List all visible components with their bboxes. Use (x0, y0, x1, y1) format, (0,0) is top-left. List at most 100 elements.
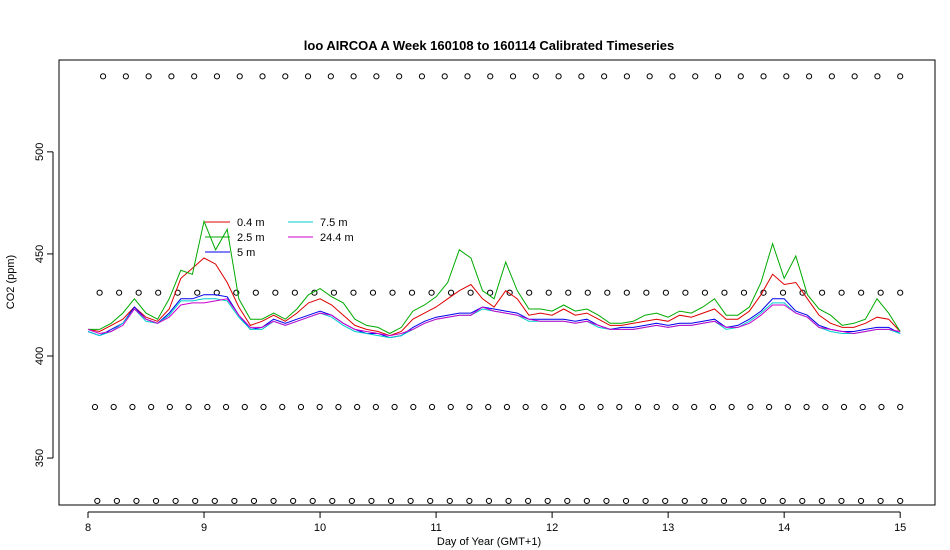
reference-point (653, 403, 660, 411)
reference-point (233, 289, 240, 296)
reference-point (91, 403, 99, 411)
reference-point (135, 289, 142, 296)
reference-point (701, 289, 709, 296)
reference-point (290, 497, 297, 505)
reference-point (728, 403, 735, 411)
reference-point (391, 403, 398, 411)
reference-point (662, 497, 669, 505)
reference-point (858, 289, 865, 296)
reference-point (541, 403, 548, 411)
reference-point (410, 403, 417, 411)
reference-point (784, 403, 791, 411)
reference-point (564, 497, 571, 505)
reference-point (260, 403, 267, 411)
y-axis: 350 400 450 500 (34, 143, 54, 467)
reference-point (129, 403, 136, 411)
reference-point (155, 289, 162, 296)
reference-point (555, 73, 562, 80)
legend-label: 5 m (237, 247, 255, 259)
y-tick-label: 400 (34, 347, 46, 365)
reference-point (329, 497, 336, 505)
reference-point (487, 289, 494, 296)
reference-point (822, 403, 829, 411)
reference-point (335, 403, 342, 411)
reference-point (740, 497, 747, 505)
reference-point (447, 403, 454, 411)
reference-point (897, 497, 904, 505)
reference-point (94, 497, 101, 505)
reference-point (681, 497, 688, 505)
reference-point (236, 73, 243, 80)
reference-point (522, 403, 529, 411)
reference-point (642, 497, 649, 505)
reference-point (467, 289, 474, 296)
reference-point (851, 73, 858, 80)
reference-point (672, 403, 679, 411)
legend-label: 24.4 m (320, 232, 354, 244)
reference-point (838, 497, 845, 505)
reference-point (578, 403, 585, 411)
reference-point (623, 289, 630, 296)
reference-point (122, 73, 129, 80)
reference-point (662, 289, 669, 296)
reference-point (428, 403, 436, 411)
reference-point (441, 73, 448, 80)
reference-point (779, 289, 787, 296)
reference-point (709, 403, 717, 411)
reference-point (565, 289, 572, 296)
reference-point (168, 73, 175, 80)
reference-point (466, 403, 473, 411)
reference-point (874, 73, 881, 80)
reference-point (760, 73, 767, 80)
reference-point (279, 403, 286, 411)
x-tick-label: 14 (778, 522, 790, 534)
reference-point (427, 497, 434, 505)
reference-point (560, 403, 567, 411)
reference-point (506, 289, 513, 296)
reference-point (616, 403, 623, 411)
reference-point (721, 289, 728, 296)
reference-point (526, 289, 533, 296)
reference-point (623, 73, 631, 80)
reference-point (525, 497, 532, 505)
reference-point (643, 289, 650, 296)
reference-point (389, 289, 396, 296)
series-line-0 (87, 257, 901, 337)
series-line-2 (87, 294, 901, 339)
reference-point (897, 403, 904, 411)
legend-label: 7.5 m (320, 217, 348, 229)
reference-point (250, 497, 258, 505)
reference-point (669, 73, 676, 80)
reference-point (408, 289, 416, 296)
reference-point (418, 73, 426, 80)
reference-point (646, 73, 653, 80)
reference-point (368, 497, 375, 505)
reference-point (634, 403, 642, 411)
reference-point (297, 403, 305, 411)
series-line-4 (87, 298, 901, 337)
reference-point (231, 497, 238, 505)
reference-point (740, 289, 748, 296)
reference-point (350, 289, 357, 296)
reference-point (503, 403, 511, 411)
reference-point (604, 289, 611, 296)
reference-point (840, 403, 848, 411)
reference-point (172, 497, 179, 505)
x-tick-label: 9 (201, 522, 207, 534)
reference-point (505, 497, 512, 505)
reference-point (116, 289, 123, 296)
reference-point (597, 403, 604, 411)
reference-point (760, 497, 767, 505)
reference-point (509, 73, 517, 80)
reference-point (485, 497, 493, 505)
reference-point (545, 289, 552, 296)
reference-point (211, 497, 218, 505)
reference-point (691, 403, 698, 411)
reference-point (282, 73, 289, 80)
reference-point (309, 497, 316, 505)
reference-point (897, 289, 904, 296)
reference-point (407, 497, 414, 505)
reference-point (428, 289, 435, 296)
reference-point (152, 497, 160, 505)
